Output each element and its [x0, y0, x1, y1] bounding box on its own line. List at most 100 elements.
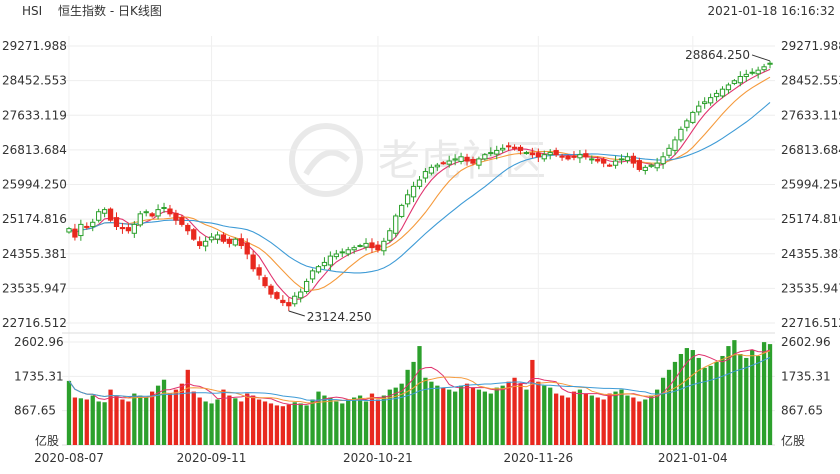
volume-bar: [631, 397, 636, 445]
candle-body: [452, 158, 458, 161]
volume-bar: [720, 355, 725, 445]
candle-body: [660, 156, 666, 165]
volume-bar: [464, 383, 470, 445]
candle-body: [612, 160, 619, 166]
timestamp-label: 2021-01-18 16:16:32: [708, 4, 835, 18]
volume-bar: [482, 391, 487, 445]
volume-bar: [227, 395, 232, 445]
volume-bar: [304, 405, 309, 445]
volume-bar: [405, 369, 410, 445]
candle-body: [416, 179, 423, 187]
volume-bar: [399, 383, 404, 445]
candle-body: [357, 245, 363, 248]
volume-bar: [470, 387, 476, 445]
candle-body: [749, 71, 755, 74]
volume-bar: [245, 393, 250, 445]
candle-body: [589, 158, 595, 161]
y-axis-label-right: 27633.119: [781, 108, 840, 122]
y-axis-label-right: 25174.816: [781, 212, 840, 226]
candle-body: [232, 238, 238, 246]
candle-body: [345, 249, 351, 255]
volume-bar: [144, 397, 149, 445]
candle-body: [583, 153, 589, 158]
volume-bar: [488, 393, 493, 445]
volume-bar: [203, 401, 208, 445]
min-pointer: [288, 310, 305, 317]
ma10-line: [68, 76, 771, 291]
volume-bar: [179, 383, 184, 445]
volume-bar: [429, 381, 434, 445]
volume-bar: [542, 385, 547, 445]
candle-body: [143, 211, 149, 214]
volume-bar: [316, 391, 321, 445]
candle-body: [719, 88, 726, 97]
candle-body: [185, 224, 191, 232]
candle-body: [517, 146, 524, 151]
x-axis-label: 2020-09-11: [177, 451, 247, 465]
volume-bar: [619, 389, 624, 445]
candle-body: [244, 242, 250, 255]
candle-body: [96, 211, 102, 221]
candle-body: [333, 253, 339, 258]
candle-body: [672, 139, 678, 151]
volume-bar: [672, 361, 678, 445]
volume-bar: [750, 350, 755, 445]
y-axis-label-right: 29271.988: [781, 39, 840, 53]
candle-body: [202, 240, 209, 247]
y-axis-label-left: 29271.988: [2, 39, 67, 53]
volume-bar: [114, 395, 119, 445]
candle-body: [214, 234, 221, 240]
candle-body: [446, 160, 452, 165]
candle-body: [179, 217, 185, 225]
volume-bar: [744, 357, 749, 445]
candle-body: [280, 299, 286, 304]
volume-bar: [500, 385, 505, 445]
candle-body: [464, 156, 470, 162]
volume-bar: [690, 350, 695, 445]
candle-body: [90, 221, 96, 228]
volume-bar: [262, 401, 268, 445]
volume-bar: [393, 387, 398, 445]
y-axis-label-left: 27633.119: [2, 108, 67, 122]
y-axis-label-left: 28452.553: [2, 74, 67, 88]
volume-bar: [292, 402, 297, 445]
candle-body: [393, 215, 399, 234]
volume-bar: [613, 391, 618, 445]
volume-bar: [132, 393, 137, 445]
volume-bar: [251, 395, 256, 445]
volume-ma5-line: [68, 349, 771, 405]
volume-bar: [589, 395, 594, 445]
candle-body: [690, 111, 696, 123]
extreme-annotations: 28864.250 23124.250: [288, 48, 771, 324]
candle-body: [197, 241, 203, 247]
candle-body: [107, 208, 114, 221]
candle-body: [351, 247, 357, 251]
volume-bar: [387, 389, 392, 445]
x-axis-label: 2020-08-07: [34, 451, 104, 465]
candle-body: [648, 164, 654, 167]
y-axis-label-right: 25994.250: [781, 178, 840, 192]
candle-body: [642, 166, 648, 171]
candle-body: [369, 242, 375, 249]
volume-bar: [138, 395, 143, 445]
volume-bar: [340, 403, 345, 445]
volume-bar: [696, 357, 701, 445]
volume-bar: [761, 342, 767, 445]
candle-body: [410, 185, 417, 198]
volume-bar: [84, 399, 89, 445]
volume-series: [66, 340, 773, 445]
volume-bar: [678, 353, 684, 445]
candle-body: [601, 158, 607, 164]
candle-body: [678, 128, 684, 141]
candle-body: [428, 166, 435, 174]
volume-bar: [274, 405, 280, 445]
volume-bar: [66, 380, 72, 445]
volume-axis-label-right: 867.65: [781, 404, 823, 418]
volume-bar: [233, 398, 238, 445]
candle-body: [500, 147, 506, 151]
volume-bar: [322, 395, 327, 445]
candle-body: [559, 155, 565, 158]
volume-axis-label-left: 867.65: [14, 404, 56, 418]
